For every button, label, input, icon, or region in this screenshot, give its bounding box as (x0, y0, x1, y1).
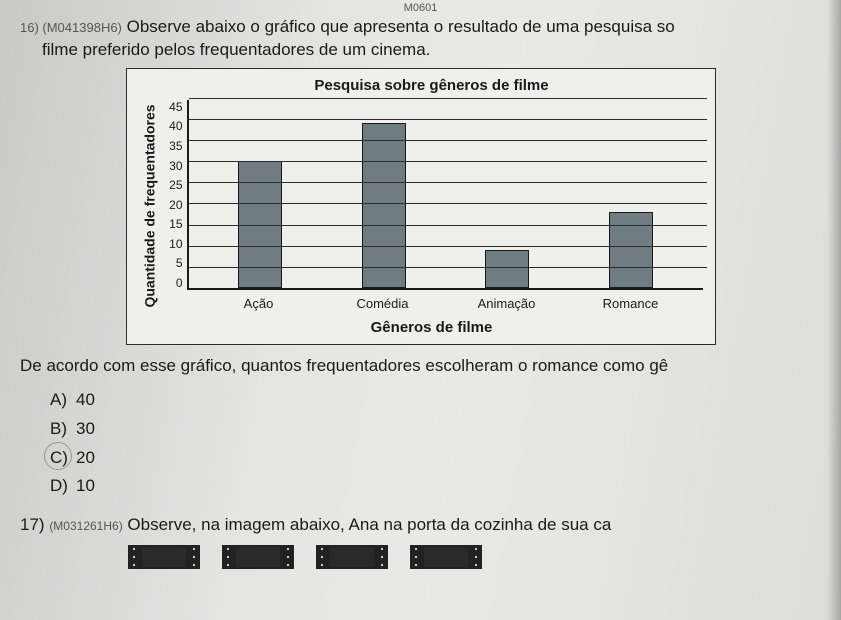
chart-bar (609, 212, 653, 288)
option-c[interactable]: C) 20 (50, 444, 833, 473)
chart-x-tick: Romance (576, 296, 685, 311)
chart-plot-area (187, 100, 703, 290)
question-17-image-strip (128, 545, 833, 569)
option-b-text: 30 (76, 415, 95, 444)
chart-y-tick: 40 (169, 119, 182, 133)
chart-y-tick: 25 (169, 178, 182, 192)
floor-tile (222, 545, 294, 569)
floor-tile (128, 545, 200, 569)
question-16-options: A) 40 B) 30 C) 20 D) 10 (50, 386, 833, 502)
question-17-text: Observe, na imagem abaixo, Ana na porta … (127, 515, 611, 534)
question-16-code: 16) (M041398H6) (20, 20, 122, 35)
chart-y-axis-label: Quantidade de frequentadores (142, 105, 158, 308)
question-17-statement: 17) (M031261H6) Observe, na imagem abaix… (20, 515, 825, 535)
question-16-line2: filme preferido pelos frequentadores de … (42, 39, 430, 62)
chart-y-tick: 10 (169, 237, 182, 251)
option-d-text: 10 (76, 472, 95, 501)
question-16-followup: De acordo com esse gráfico, quantos freq… (20, 355, 825, 378)
chart-x-ticks: Ação Comédia Animação Romance (161, 290, 703, 311)
option-b[interactable]: B) 30 (50, 415, 833, 444)
chart-x-axis-label: Gêneros de filme (161, 319, 703, 336)
option-c-text: 20 (76, 444, 95, 473)
page-meta: M0601 (8, 2, 833, 14)
chart-x-tick: Animação (452, 296, 561, 311)
chart-container: Quantidade de frequentadores Pesquisa so… (126, 68, 716, 345)
chart-bar (485, 250, 529, 288)
chart-y-tick: 15 (169, 217, 182, 231)
chart-bar (362, 123, 406, 288)
floor-tile (410, 545, 482, 569)
option-b-letter: B) (50, 415, 72, 444)
chart-y-tick: 35 (169, 139, 182, 153)
chart-x-tick: Comédia (328, 296, 437, 311)
question-16-line1: Observe abaixo o gráfico que apresenta o… (127, 17, 675, 36)
chart-y-tick: 20 (169, 198, 182, 212)
chart-y-ticks: 45 40 35 30 25 20 15 10 5 0 (161, 100, 187, 290)
chart-y-tick: 45 (169, 100, 182, 114)
option-a-letter: A) (50, 386, 72, 415)
chart-y-tick: 5 (176, 256, 183, 270)
option-d[interactable]: D) 10 (50, 472, 833, 501)
chart-y-tick: 30 (169, 159, 182, 173)
page-edge-shadow (827, 0, 841, 620)
floor-tile (316, 545, 388, 569)
option-c-letter: C) (50, 444, 72, 473)
question-16-statement: 16) (M041398H6) Observe abaixo o gráfico… (20, 16, 833, 62)
question-17-prefix: 17) (20, 515, 45, 534)
option-a[interactable]: A) 40 (50, 386, 833, 415)
chart-y-tick: 0 (176, 276, 183, 290)
question-17-code: (M031261H6) (49, 519, 122, 533)
chart-title: Pesquisa sobre gêneros de filme (161, 77, 703, 94)
option-d-letter: D) (50, 472, 72, 501)
option-a-text: 40 (76, 386, 95, 415)
chart-x-tick: Ação (204, 296, 313, 311)
